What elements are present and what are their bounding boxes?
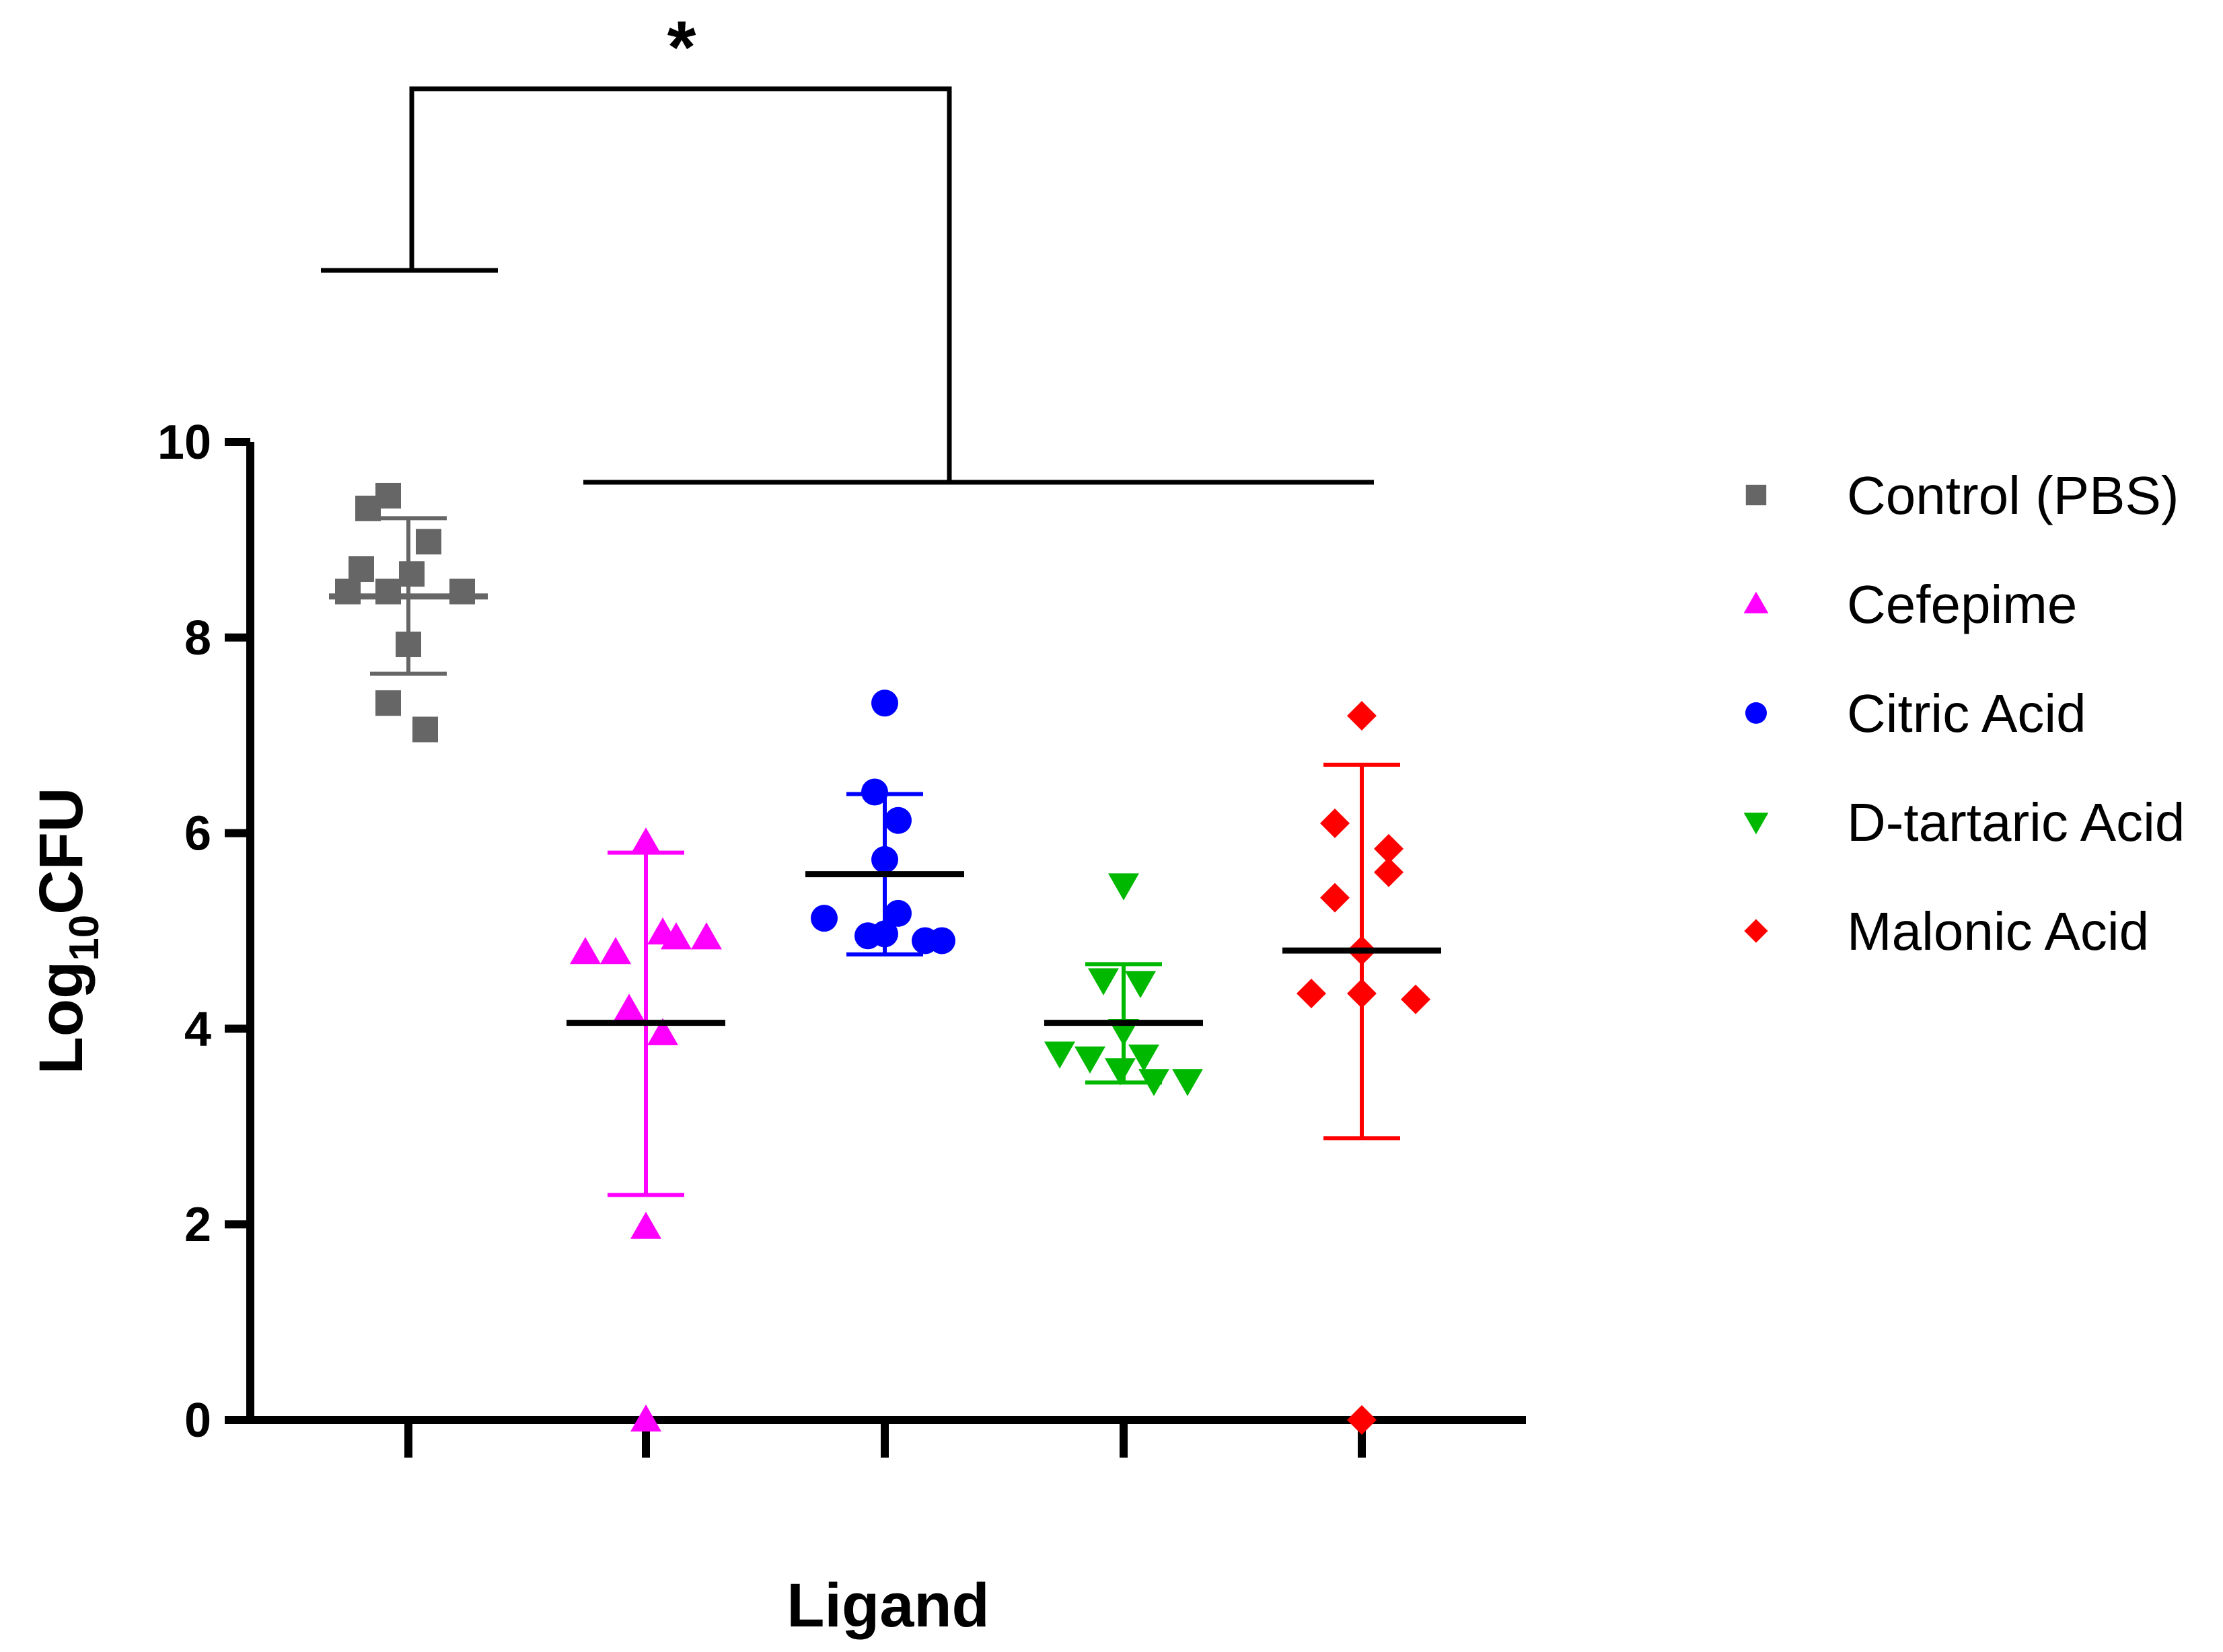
legend-label: D-tartaric Acid xyxy=(1847,792,2185,852)
legend-item-1: Control (PBS) xyxy=(1745,465,2179,525)
plot-area xyxy=(329,482,1441,1435)
x-axis-title: Ligand xyxy=(787,1571,990,1640)
legend: Control (PBS) Cefepime Citric Acid D-tartar… xyxy=(1743,465,2185,961)
data-point xyxy=(349,556,374,583)
data-point xyxy=(1138,1069,1169,1096)
data-point xyxy=(399,561,425,587)
data-point xyxy=(1401,984,1430,1014)
series-2 xyxy=(567,827,725,1432)
data-point xyxy=(912,927,939,954)
data-point xyxy=(375,578,401,605)
data-point xyxy=(412,716,438,743)
legend-label: Cefepime xyxy=(1847,574,2077,634)
legend-marker-triangle-up xyxy=(1743,591,1769,613)
y-axis-title-rest: CFU xyxy=(27,788,96,915)
data-point xyxy=(1297,979,1326,1009)
y-tick-label-4: 4 xyxy=(184,1002,211,1056)
significance-bracket: * xyxy=(321,6,1374,485)
data-point xyxy=(600,936,631,965)
bracket-connector xyxy=(409,86,952,482)
y-tick-label-8: 8 xyxy=(184,611,211,665)
data-point xyxy=(1108,873,1139,901)
y-axis-title: Log10CFU xyxy=(27,788,108,1075)
data-point xyxy=(885,806,912,834)
legend-item-3: Citric Acid xyxy=(1745,683,2086,743)
data-point xyxy=(1374,857,1404,887)
data-point xyxy=(861,778,888,806)
legend-marker-square xyxy=(1745,484,1767,506)
y-axis-title-base: Log xyxy=(27,961,96,1075)
data-point xyxy=(335,578,361,605)
data-point xyxy=(811,905,838,932)
y-tick-label-0: 0 xyxy=(184,1394,211,1448)
data-point xyxy=(1105,1058,1136,1086)
data-point xyxy=(885,899,912,927)
data-point xyxy=(355,495,381,521)
series-4 xyxy=(1044,873,1203,1096)
series-5 xyxy=(1282,701,1441,1435)
data-point xyxy=(871,846,898,873)
data-point xyxy=(871,689,898,717)
data-point xyxy=(630,1404,661,1432)
data-point xyxy=(416,529,441,555)
legend-label: Citric Acid xyxy=(1847,683,2086,743)
data-point xyxy=(1125,971,1156,999)
y-axis-title-subscript: 10 xyxy=(61,915,108,961)
y-tick-label-2: 2 xyxy=(184,1198,211,1252)
data-point xyxy=(630,1211,661,1239)
data-point xyxy=(691,922,722,950)
data-point xyxy=(375,690,401,716)
data-point xyxy=(1320,883,1350,913)
data-point xyxy=(1347,701,1377,731)
data-point xyxy=(661,922,692,950)
series-1 xyxy=(329,482,488,743)
data-point xyxy=(1374,833,1404,864)
y-tick-label-6: 6 xyxy=(184,807,211,861)
data-point xyxy=(1088,968,1119,996)
data-point xyxy=(1347,979,1377,1009)
legend-item-2: Cefepime xyxy=(1743,574,2077,634)
data-point xyxy=(854,922,881,950)
data-point xyxy=(396,631,421,657)
significance-star: * xyxy=(667,6,696,89)
data-point xyxy=(570,936,601,965)
legend-label: Control (PBS) xyxy=(1847,465,2179,525)
data-point xyxy=(1347,1405,1377,1435)
legend-item-4: D-tartaric Acid xyxy=(1743,792,2185,852)
legend-marker-triangle-down xyxy=(1743,813,1769,835)
data-point xyxy=(1044,1041,1075,1069)
data-point xyxy=(1074,1046,1105,1074)
data-point xyxy=(630,827,661,855)
legend-marker-circle xyxy=(1745,702,1767,724)
data-point xyxy=(1128,1044,1159,1072)
legend-item-5: Malonic Acid xyxy=(1744,901,2149,961)
data-point xyxy=(1320,809,1350,839)
legend-marker-diamond xyxy=(1744,919,1768,943)
data-point xyxy=(449,578,475,605)
y-tick-label-10: 10 xyxy=(157,416,211,470)
data-point xyxy=(614,993,645,1021)
data-point xyxy=(647,1018,678,1045)
series-3 xyxy=(805,689,964,956)
legend-label: Malonic Acid xyxy=(1847,901,2149,961)
data-point xyxy=(1172,1069,1203,1096)
